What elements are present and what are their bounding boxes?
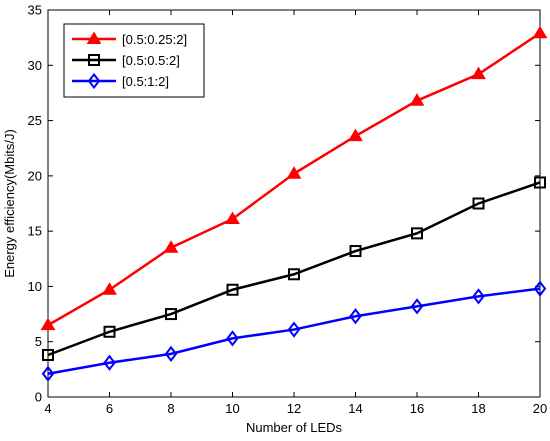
diamond-marker bbox=[41, 365, 55, 382]
triangle-marker bbox=[86, 31, 102, 45]
triangle-marker bbox=[102, 282, 117, 295]
x-tick-label: 12 bbox=[287, 401, 301, 416]
x-tick-label: 14 bbox=[348, 401, 362, 416]
x-axis-label: Number of LEDs bbox=[246, 420, 343, 435]
legend-label: [0.5:0.5:2] bbox=[122, 53, 180, 68]
square-marker bbox=[288, 268, 300, 281]
x-tick-label: 16 bbox=[410, 401, 424, 416]
diamond-marker bbox=[533, 280, 547, 297]
triangle-marker bbox=[225, 211, 240, 225]
diamond-marker bbox=[410, 298, 424, 315]
diamond-marker bbox=[103, 354, 116, 371]
y-tick-label: 0 bbox=[35, 390, 42, 405]
diamond-marker bbox=[287, 321, 301, 338]
diamond-marker bbox=[349, 308, 362, 325]
y-tick-label: 35 bbox=[28, 3, 42, 18]
y-tick-label: 15 bbox=[28, 224, 42, 239]
triangle-marker bbox=[40, 317, 56, 331]
series-1 bbox=[40, 25, 548, 331]
series-2 bbox=[42, 176, 546, 361]
y-tick-label: 20 bbox=[28, 168, 42, 183]
legend-label: [0.5:0.25:2] bbox=[122, 32, 187, 47]
square-marker bbox=[42, 348, 54, 361]
diamond-marker bbox=[164, 345, 178, 363]
square-marker bbox=[534, 176, 546, 189]
x-tick-label: 6 bbox=[106, 401, 113, 416]
square-marker bbox=[226, 283, 239, 296]
diamond-marker bbox=[87, 72, 101, 90]
y-tick-label: 10 bbox=[28, 279, 42, 294]
diamond-marker bbox=[472, 288, 485, 305]
triangle-marker bbox=[409, 93, 425, 106]
legend-entry: [0.5:0.5:2] bbox=[72, 53, 180, 68]
x-tick-label: 18 bbox=[471, 401, 485, 416]
y-tick-label: 30 bbox=[28, 58, 42, 73]
triangle-marker bbox=[532, 25, 548, 39]
series-line bbox=[47, 181, 541, 357]
legend: [0.5:0.25:2] [0.5:0.5:2] [0.5:1:2] bbox=[63, 23, 205, 98]
triangle-marker bbox=[286, 166, 302, 179]
triangle-marker bbox=[471, 66, 486, 80]
diamond-marker bbox=[226, 330, 239, 347]
x-tick-label: 8 bbox=[167, 401, 174, 416]
y-axis-label: Energy efficiency(Mbits/J) bbox=[2, 129, 17, 278]
triangle-marker bbox=[348, 128, 363, 142]
square-marker bbox=[411, 227, 423, 240]
legend-entry: [0.5:0.25:2] bbox=[72, 31, 187, 47]
square-marker bbox=[88, 54, 100, 66]
square-marker bbox=[349, 245, 362, 258]
legend-entry: [0.5:1:2] bbox=[72, 72, 169, 90]
y-tick-label: 25 bbox=[28, 113, 42, 128]
series-layer bbox=[40, 25, 548, 382]
x-tick-label: 20 bbox=[533, 401, 547, 416]
x-tick-label: 4 bbox=[44, 401, 51, 416]
triangle-marker bbox=[163, 240, 179, 253]
square-marker bbox=[165, 308, 177, 321]
axes: 4 6 8 10 12 14 16 18 20 0 5 10 15 20 25 30 35 bbox=[28, 3, 548, 417]
series-line bbox=[47, 287, 541, 376]
y-tick-label: 5 bbox=[35, 334, 42, 349]
legend-label: [0.5:1:2] bbox=[122, 74, 169, 89]
series-3 bbox=[41, 280, 547, 382]
x-tick-label: 10 bbox=[225, 401, 239, 416]
square-marker bbox=[472, 197, 485, 210]
square-marker bbox=[103, 325, 116, 338]
